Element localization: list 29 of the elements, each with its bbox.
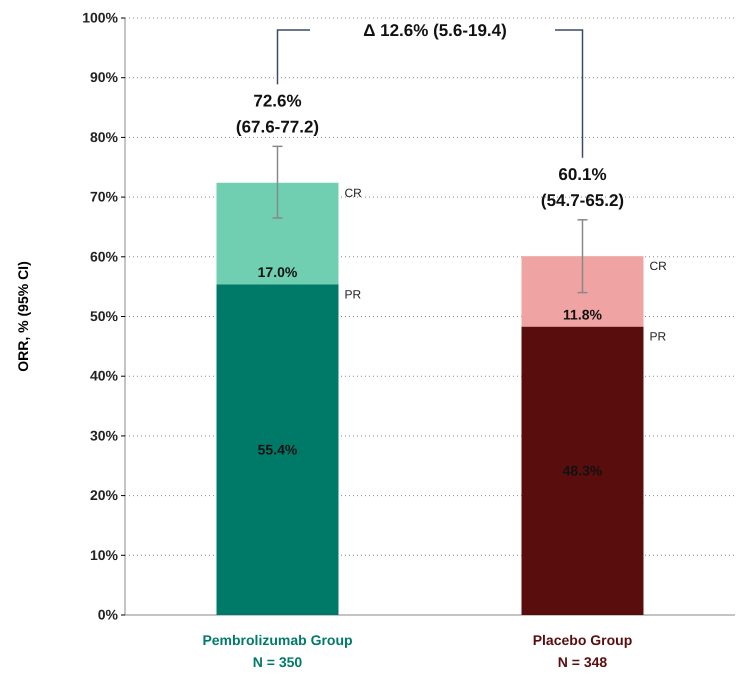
y-axis-title: ORR, % (95% CI) <box>15 261 31 372</box>
y-tick-label: 10% <box>90 546 119 563</box>
data-label: 11.8% <box>563 306 603 323</box>
y-tick-label: 0% <box>98 606 119 622</box>
y-tick-label: 80% <box>90 128 119 145</box>
y-tick-label: 100% <box>82 9 119 26</box>
data-label: 17.0% <box>258 264 298 280</box>
y-tick-label: 70% <box>90 188 119 205</box>
y-tick-label: 30% <box>90 427 119 444</box>
bar <box>216 284 338 615</box>
y-tick-label: 20% <box>90 487 119 504</box>
data-label: 48.3% <box>562 462 603 479</box>
total-label: 60.1% (54.7-65.2) <box>540 164 624 210</box>
total-label: 72.6% (67.6-77.2) <box>236 91 320 136</box>
text: PR <box>650 330 666 344</box>
annotation: Δ 12.6% (5.6-19.4) <box>363 21 507 40</box>
y-tick-label: 50% <box>90 308 119 324</box>
bar <box>216 182 338 284</box>
data-label: 55.4% <box>258 442 298 458</box>
y-tick-label: 60% <box>90 248 119 264</box>
series-label: PR <box>344 287 362 302</box>
x-tick-label: Pembrolizumab Group N = 350 <box>202 632 353 670</box>
x-tick-label: Placebo Group N = 348 <box>532 632 632 670</box>
bar <box>522 326 644 615</box>
series-label: CR <box>344 186 362 200</box>
bar <box>522 256 644 327</box>
text: CR <box>650 259 667 274</box>
y-tick-label: 90% <box>90 69 119 86</box>
y-tick-label: 40% <box>90 368 119 384</box>
